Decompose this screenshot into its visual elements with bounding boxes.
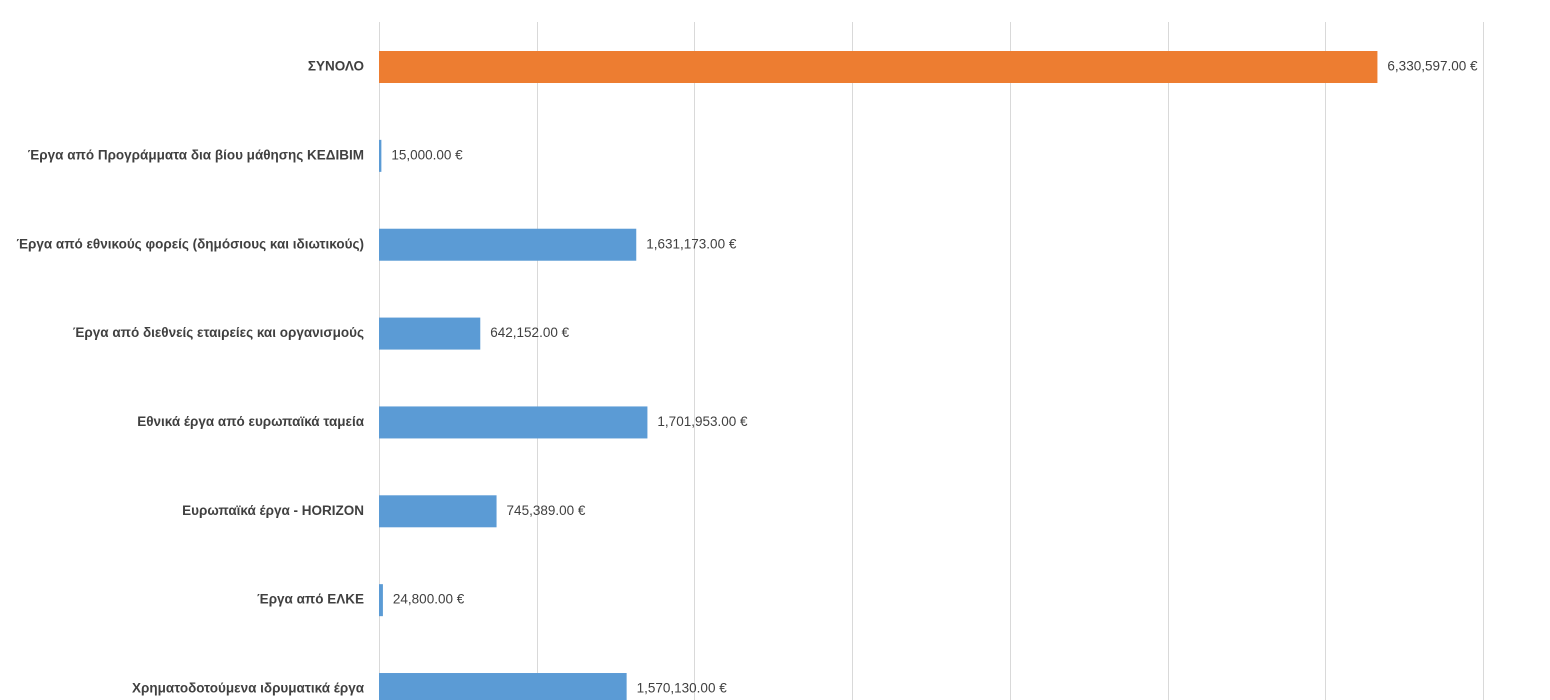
category-label: Έργα από ΕΛΚΕ [257,592,364,607]
category-label: Εθνικά έργα από ευρωπαϊκά ταμεία [137,414,364,429]
value-label: 6,330,597.00 € [1387,59,1478,74]
bar [379,673,627,700]
category-label: Ευρωπαϊκά έργα - HORIZON [182,503,364,518]
bar [379,51,1378,83]
category-label: ΣΥΝΟΛΟ [308,59,364,74]
bar [379,495,497,528]
value-label: 642,152.00 € [490,325,569,340]
category-label: Έργα από Προγράμματα δια βίου μάθησης ΚΕ… [28,147,364,162]
value-label: 15,000.00 € [391,147,463,162]
bar [379,228,637,261]
bar [379,406,648,439]
value-label: 745,389.00 € [507,503,586,518]
gridlines [379,22,1484,700]
category-label: Χρηματοδοτούμενα ιδρυματικά έργα [132,681,365,696]
value-label: 1,631,173.00 € [646,236,737,251]
bar [379,139,382,172]
bar [379,584,383,617]
value-label: 1,570,130.00 € [637,681,728,696]
category-labels: ΣΥΝΟΛΟ Έργα από Προγράμματα δια βίου μάθη… [16,59,364,696]
value-label: 24,800.00 € [393,592,465,607]
value-label: 1,701,953.00 € [657,414,748,429]
category-label: Έργα από εθνικούς φορείς (δημόσιους και … [16,236,364,251]
value-labels: 6,330,597.00 € 15,000.00 € 1,631,173.00 € 6… [391,59,1478,696]
category-label: Έργα από διεθνείς εταιρείες και οργανισμ… [73,325,364,340]
bars [379,51,1378,700]
bar [379,317,481,350]
